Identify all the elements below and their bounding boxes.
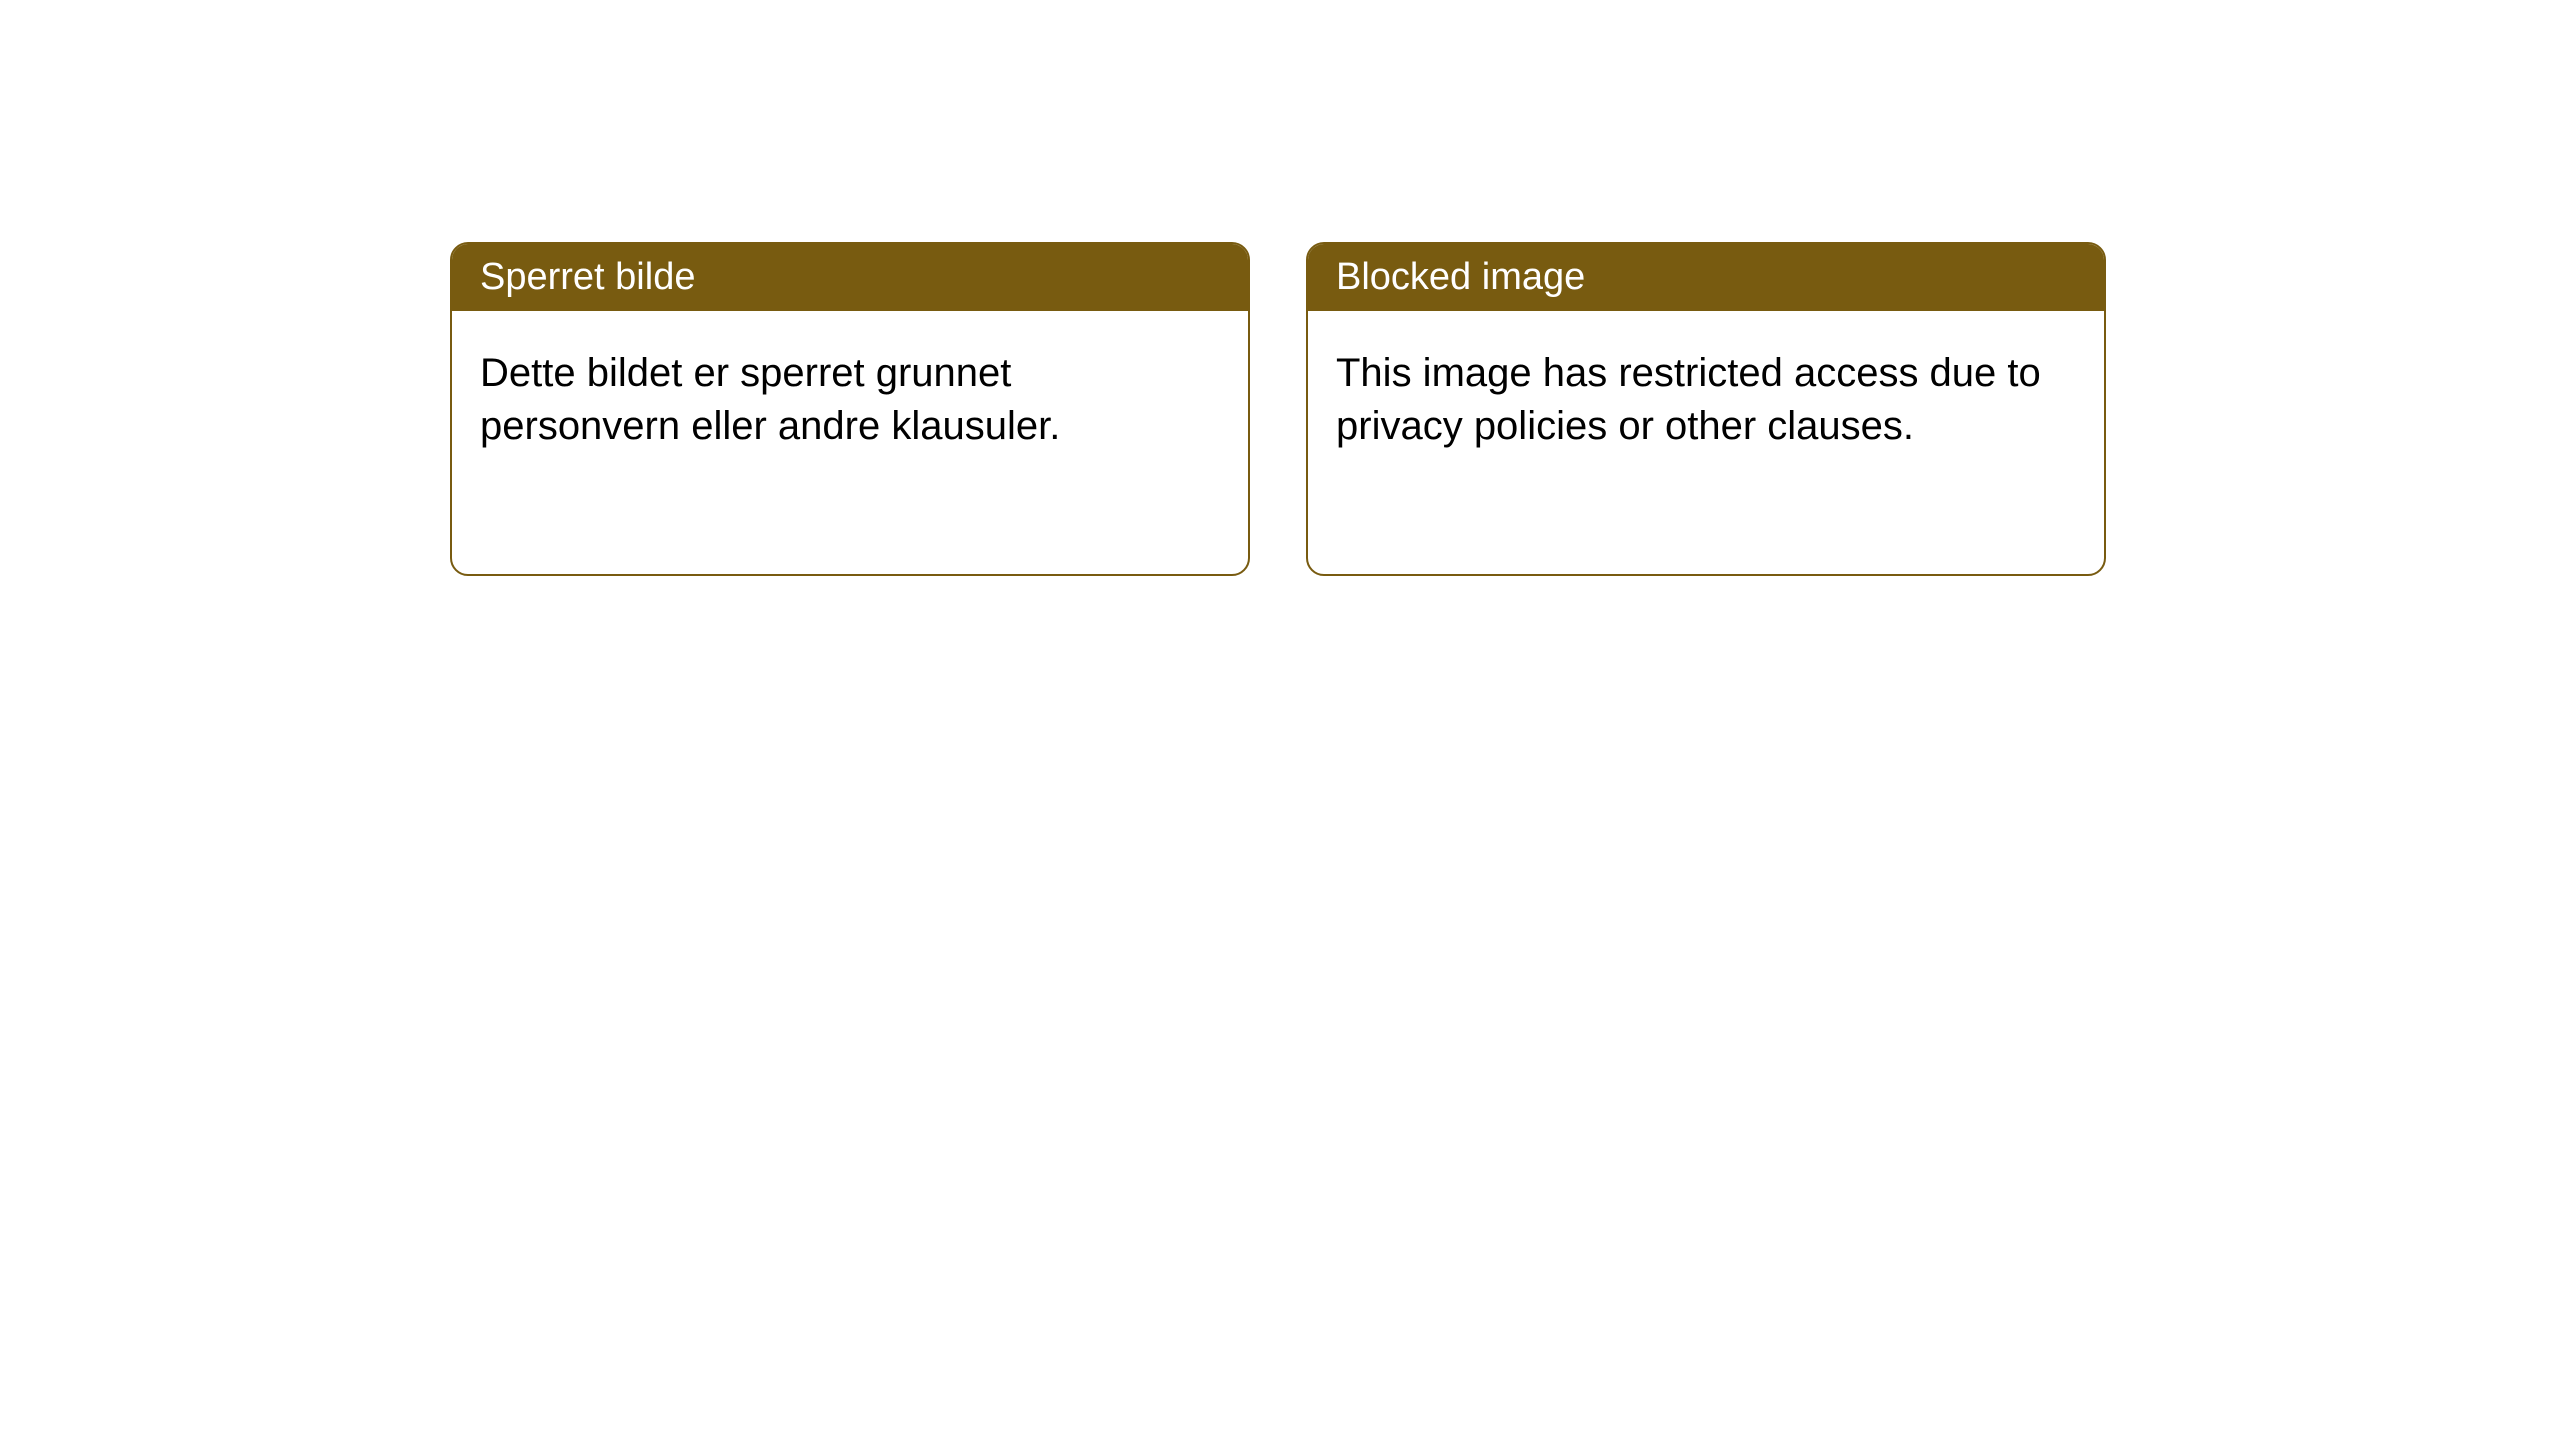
card-english: Blocked image This image has restricted … [1306,242,2106,576]
card-body-norwegian: Dette bildet er sperret grunnet personve… [452,311,1248,489]
card-norwegian: Sperret bilde Dette bildet er sperret gr… [450,242,1250,576]
card-header-english: Blocked image [1308,244,2104,311]
card-header-norwegian: Sperret bilde [452,244,1248,311]
cards-container: Sperret bilde Dette bildet er sperret gr… [450,242,2106,576]
card-body-english: This image has restricted access due to … [1308,311,2104,489]
